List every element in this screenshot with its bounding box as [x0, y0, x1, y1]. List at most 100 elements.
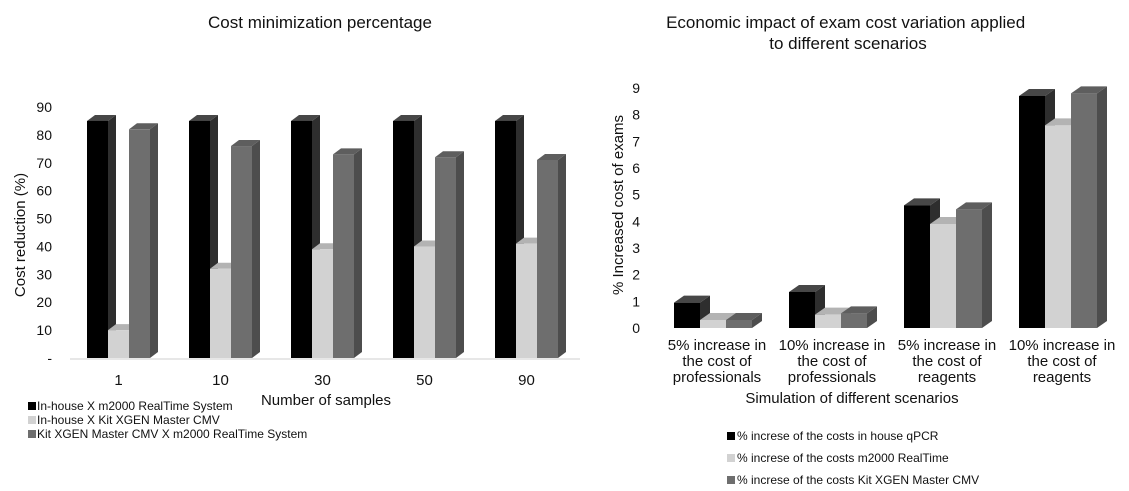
left-x-tick-label: 1: [114, 372, 122, 389]
left-bar-10-3-side: [252, 140, 260, 358]
left-bar-90-3-top: [537, 153, 566, 160]
right-bar-2-2-front: [815, 314, 841, 328]
right-bar-1-3-front: [726, 320, 752, 328]
right-bar-1-2-front: [700, 320, 726, 328]
left-x-tick-label: 10: [212, 372, 229, 389]
left-bar-90-3-front: [537, 159, 558, 358]
right-bar-4-3-top: [1071, 86, 1107, 94]
left-bar-50-1-top: [393, 114, 422, 121]
left-y-tick-label: 50: [36, 211, 52, 227]
left-bar-90-3-side: [558, 153, 566, 358]
left-y-tick-label: 10: [36, 322, 52, 338]
left-bar-1-3-front: [129, 129, 150, 358]
left-legend-label: In-house X Kit XGEN Master CMV: [37, 413, 220, 427]
left-bar-50-3: [435, 151, 464, 358]
left-bar-30-1-top: [291, 114, 320, 121]
left-bar-30-2-front: [312, 249, 333, 358]
left-bar-10-1: [189, 114, 218, 358]
right-bar-2-3-top: [841, 306, 877, 314]
right-y-tick-label: 4: [632, 213, 640, 229]
right-x-tick-label-line: reagents: [918, 369, 976, 386]
left-bar-50-3-front: [435, 157, 456, 358]
left-y-axis-label: Cost reduction (%): [12, 173, 29, 297]
right-x-tick-label-line: the cost of: [1027, 353, 1097, 370]
right-x-axis-label: Simulation of different scenarios: [745, 390, 958, 407]
right-legend-label: % increse of the costs Kit XGEN Master C…: [737, 473, 979, 486]
left-bar-1-1-top: [87, 114, 116, 121]
right-y-tick-label: 1: [632, 293, 640, 309]
right-chart-title-line: to different scenarios: [769, 34, 927, 53]
left-y-tick-label: 40: [36, 238, 52, 254]
right-legend-label: % increse of the costs in house qPCR: [737, 429, 939, 443]
left-bar-30-1-front: [291, 120, 312, 358]
left-chart-legend: In-house X m2000 RealTime SystemIn-house…: [28, 399, 307, 441]
right-x-tick-label-line: 10% increase in: [779, 337, 886, 354]
left-bar-1-3-side: [150, 123, 158, 358]
left-bar-1-3: [129, 123, 158, 358]
left-bar-10-3-top: [231, 140, 260, 147]
right-bar-1-3: [726, 313, 762, 328]
left-y-tick-label: 90: [36, 99, 52, 115]
left-y-tick-label: 20: [36, 294, 52, 310]
right-x-tick-label: 5% increase in the cost of professionals: [668, 337, 766, 386]
left-legend-swatch: [28, 402, 36, 410]
right-y-axis-label: % Increased cost of exams: [610, 115, 627, 295]
right-bar-3-2-front: [930, 224, 956, 328]
right-bar-3-3-front: [956, 209, 982, 328]
left-bar-90-2-front: [516, 243, 537, 358]
left-bar-1-1: [87, 114, 116, 358]
right-bar-3-3-side: [982, 202, 992, 328]
right-bar-4-3: [1071, 86, 1107, 328]
left-y-tick-label: 30: [36, 266, 52, 282]
left-bar-10-1-front: [189, 120, 210, 358]
right-bar-1-1-top: [674, 295, 710, 303]
right-x-tick-label: 10% increase in the cost of professionals: [779, 337, 886, 386]
left-y-tick-label: 70: [36, 155, 52, 171]
left-bar-50-3-side: [456, 151, 464, 358]
right-bar-3-3: [956, 202, 992, 328]
right-x-tick-label-line: professionals: [673, 369, 761, 386]
right-bar-1-3-top: [726, 313, 762, 320]
right-x-tick-label: 5% increase in the cost of reagents: [898, 337, 996, 386]
right-y-tick-label: 2: [632, 267, 640, 283]
right-bar-2-3: [841, 306, 877, 328]
right-bar-4-1-top: [1019, 89, 1055, 96]
left-chart-title: Cost minimization percentage: [208, 13, 432, 32]
left-bar-10-3: [231, 140, 260, 358]
left-legend-swatch: [28, 416, 36, 424]
right-y-tick-label: 0: [632, 320, 640, 336]
right-bar-4-1-front: [1019, 96, 1045, 328]
right-chart-title: Economic impact of exam cost variation a…: [666, 13, 1030, 53]
left-legend-label: Kit XGEN Master CMV X m2000 RealTime Sys…: [37, 427, 307, 441]
right-x-tick-label-line: professionals: [788, 369, 876, 386]
right-x-tick-label-line: reagents: [1033, 369, 1091, 386]
right-bar-3-3-top: [956, 202, 992, 210]
right-bar-4-3-side: [1097, 86, 1107, 328]
left-bar-1-3-top: [129, 123, 158, 130]
right-x-tick-label-line: 5% increase in: [668, 337, 766, 354]
right-bar-3-1-front: [904, 205, 930, 328]
right-bar-2-1-top: [789, 285, 825, 292]
right-bar-1-1-front: [674, 302, 700, 328]
left-legend-label: In-house X m2000 RealTime System: [37, 399, 233, 413]
left-x-tick-label: 50: [416, 372, 433, 389]
right-bar-2-3-side: [867, 306, 877, 328]
right-bar-2-1: [789, 285, 825, 328]
right-y-tick-label: 8: [632, 107, 640, 123]
right-legend-label: % increse of the costs m2000 RealTime: [737, 451, 949, 465]
left-bar-10-3-front: [231, 146, 252, 358]
right-legend-swatch: [727, 454, 735, 462]
left-chart-plot: - 10 20 30 40 50 60 70 80 90 1 10 30 50 90: [36, 99, 580, 389]
right-y-tick-label: 7: [632, 133, 640, 149]
left-bar-1-1-front: [87, 120, 108, 358]
right-legend-swatch: [727, 432, 735, 440]
left-bar-1-1-side: [108, 114, 116, 358]
left-bar-1-2-front: [108, 330, 129, 358]
right-y-tick-label: 5: [632, 187, 640, 203]
right-chart-legend: % increse of the costs in house qPCR % in…: [727, 429, 979, 487]
left-bar-10-1-top: [189, 114, 218, 121]
left-x-axis-label: Number of samples: [261, 392, 391, 409]
right-y-tick-label: 9: [632, 80, 640, 96]
